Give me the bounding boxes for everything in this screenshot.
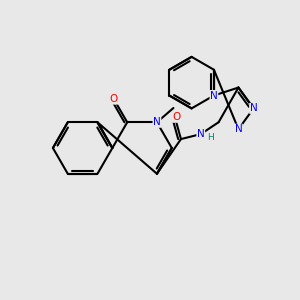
Text: N: N — [153, 117, 161, 127]
Text: N: N — [210, 91, 218, 100]
Text: N: N — [197, 129, 205, 139]
Text: N: N — [250, 103, 257, 113]
Text: O: O — [172, 112, 180, 122]
Text: O: O — [110, 94, 118, 104]
Text: N: N — [235, 124, 242, 134]
Text: H: H — [207, 133, 214, 142]
